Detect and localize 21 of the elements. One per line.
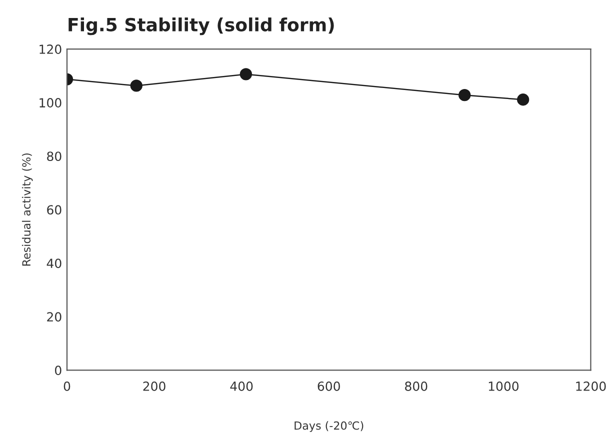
chart-title: Fig.5 Stability (solid form) (68, 18, 334, 36)
x-axis-title: Days (-20℃) (294, 421, 364, 432)
y-tick-label: 60 (47, 205, 62, 215)
x-tick-label: 800 (405, 382, 428, 391)
x-tick-label: 600 (318, 382, 340, 391)
x-tick-label: 1000 (488, 382, 519, 391)
x-tick-label: 1200 (576, 382, 606, 391)
point (240, 68, 252, 80)
y-tick-label: 100 (40, 98, 62, 108)
x-tick-label: 200 (143, 382, 166, 391)
y-tick-label: 120 (40, 44, 62, 54)
y-tick-label: 0 (55, 366, 62, 376)
y-axis-title: Residual activity (%) (22, 153, 33, 266)
x-tick-label: 400 (230, 382, 253, 391)
y-tick-label: 20 (47, 312, 62, 322)
point (130, 80, 142, 92)
y-tick-label: 40 (46, 258, 62, 268)
x-tick-label: 0 (64, 382, 70, 391)
y-tick-label: 80 (47, 152, 62, 162)
point (517, 94, 530, 106)
point (458, 89, 471, 102)
